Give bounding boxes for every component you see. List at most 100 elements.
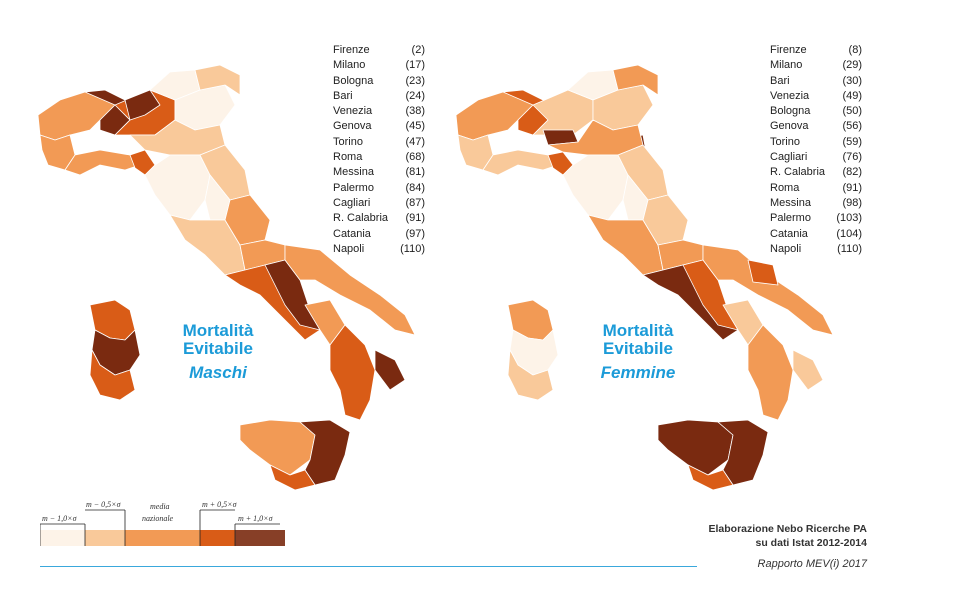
ranking-rank: (29): [842, 59, 862, 72]
ranking-rank: (68): [405, 151, 425, 164]
ranking-row: Cagliari (87): [333, 196, 425, 211]
ranking-rank: (104): [836, 227, 862, 240]
ranking-rank: (24): [405, 89, 425, 102]
region-friuli: [194, 64, 241, 96]
credit-line2: su dati Istat 2012-2014: [755, 537, 867, 549]
ranking-rank: (91): [842, 181, 862, 194]
ranking-rank: (103): [836, 212, 862, 225]
ranking-rank: (2): [411, 44, 425, 56]
ranking-row: Palermo (84): [333, 181, 425, 196]
ranking-rank: (38): [405, 105, 425, 118]
ranking-rank: (8): [848, 44, 862, 56]
ranking-rank: (50): [842, 105, 862, 118]
ranking-rank: (45): [405, 120, 425, 133]
legend-label-nazionale: nazionale: [142, 514, 174, 523]
ranking-rank: (84): [405, 181, 425, 194]
ranking-rank: (97): [405, 227, 425, 240]
legend-swatch-4: [200, 530, 235, 546]
ranking-rank: (47): [405, 135, 425, 148]
ranking-row: Torino (59): [770, 135, 862, 150]
ranking-city: Venezia: [333, 105, 373, 118]
region-toscana: [562, 154, 629, 221]
ranking-city: Firenze: [770, 44, 807, 56]
ranking-rank: (91): [405, 212, 425, 225]
subtitle-sex: Maschi: [189, 363, 247, 382]
region-liguria: [64, 149, 141, 176]
ranking-row: R. Calabria (82): [770, 165, 862, 180]
region-toscana: [144, 154, 211, 221]
color-legend: m − 1,0×σ m − 0,5×σ media nazionale m + …: [40, 500, 285, 550]
ranking-row: Genova (56): [770, 119, 862, 134]
ranking-city: Bologna: [770, 105, 811, 118]
ranking-row: Firenze (8): [770, 43, 862, 58]
ranking-row: Catania (97): [333, 227, 425, 242]
ranking-city: Catania: [770, 227, 808, 240]
ranking-city: Messina: [333, 166, 374, 179]
ranking-city: Napoli: [333, 242, 365, 255]
region-puglia: [284, 244, 416, 336]
ranking-rank: (56): [842, 120, 862, 133]
ranking-list-maschi: Firenze (2) Milano (17) Bologna (23) Bari (24) V…: [333, 43, 425, 257]
ranking-row: Napoli (110): [770, 242, 862, 257]
ranking-city: Firenze: [333, 44, 370, 56]
ranking-row: Genova (45): [333, 119, 425, 134]
region-sicilia-west: [239, 419, 316, 476]
title-line2: Evitabile: [603, 339, 673, 358]
ranking-row: Bari (30): [770, 74, 862, 89]
ranking-row: Messina (98): [770, 196, 862, 211]
ranking-row: Bologna (50): [770, 104, 862, 119]
ranking-city: Roma: [333, 151, 363, 164]
ranking-city: Palermo: [770, 212, 811, 225]
ranking-row: Roma (91): [770, 181, 862, 196]
ranking-rank: (110): [837, 242, 862, 255]
ranking-city: Milano: [333, 59, 366, 72]
legend-swatch-5: [235, 530, 285, 546]
region-venezia-dark: [124, 89, 161, 121]
ranking-row: Bologna (23): [333, 74, 425, 89]
report-name: Rapporto MEV(i) 2017: [757, 558, 867, 570]
ranking-city: R. Calabria: [770, 166, 826, 179]
region-sicilia-east: [299, 419, 351, 486]
region-emilia: [547, 119, 644, 156]
region-sardegna-south: [89, 349, 136, 401]
ranking-rank: (81): [405, 166, 425, 179]
ranking-city: Bari: [333, 89, 353, 102]
legend-scale: [40, 509, 285, 546]
ranking-row: Venezia (38): [333, 104, 425, 119]
ranking-row: Napoli (110): [333, 242, 425, 257]
legend-label-media: media: [150, 502, 170, 511]
footer-rule: [40, 566, 697, 567]
ranking-row: Milano (17): [333, 58, 425, 73]
legend-label-plus05: m + 0,5×σ: [202, 500, 237, 509]
ranking-city: Messina: [770, 196, 811, 209]
region-sardegna-south: [507, 349, 554, 401]
map-maschi: [30, 60, 430, 500]
region-calabria: [747, 324, 794, 421]
ranking-rank: (17): [405, 59, 425, 72]
ranking-rank: (76): [842, 151, 862, 164]
ranking-row: Cagliari (76): [770, 150, 862, 165]
ranking-row: Firenze (2): [333, 43, 425, 58]
ranking-row: Roma (68): [333, 150, 425, 165]
ranking-city: Palermo: [333, 181, 374, 194]
region-calabria-dark: [374, 349, 406, 391]
ranking-city: Bari: [770, 74, 790, 87]
ranking-rank: (30): [842, 74, 862, 87]
ranking-rank: (87): [405, 196, 425, 209]
legend-swatch-1: [40, 530, 85, 546]
map-femmine: [448, 60, 848, 500]
ranking-city: R. Calabria: [333, 212, 389, 225]
ranking-row: Messina (81): [333, 165, 425, 180]
title-line1: Mortalità: [182, 321, 254, 340]
ranking-rank: (82): [842, 166, 862, 179]
legend-label-minus05: m − 0,5×σ: [86, 500, 121, 509]
ranking-rank: (110): [400, 242, 425, 255]
italy-map-femmine: [455, 64, 834, 491]
ranking-city: Roma: [770, 181, 800, 194]
credit-line1: Elaborazione Nebo Ricerche PA: [708, 523, 867, 535]
legend-label-minus1: m − 1,0×σ: [42, 514, 77, 523]
title-line2: Evitabile: [183, 339, 253, 358]
subtitle-sex: Femmine: [600, 363, 676, 382]
ranking-row: Bari (24): [333, 89, 425, 104]
legend-label-plus1: m + 1,0×σ: [238, 514, 273, 523]
